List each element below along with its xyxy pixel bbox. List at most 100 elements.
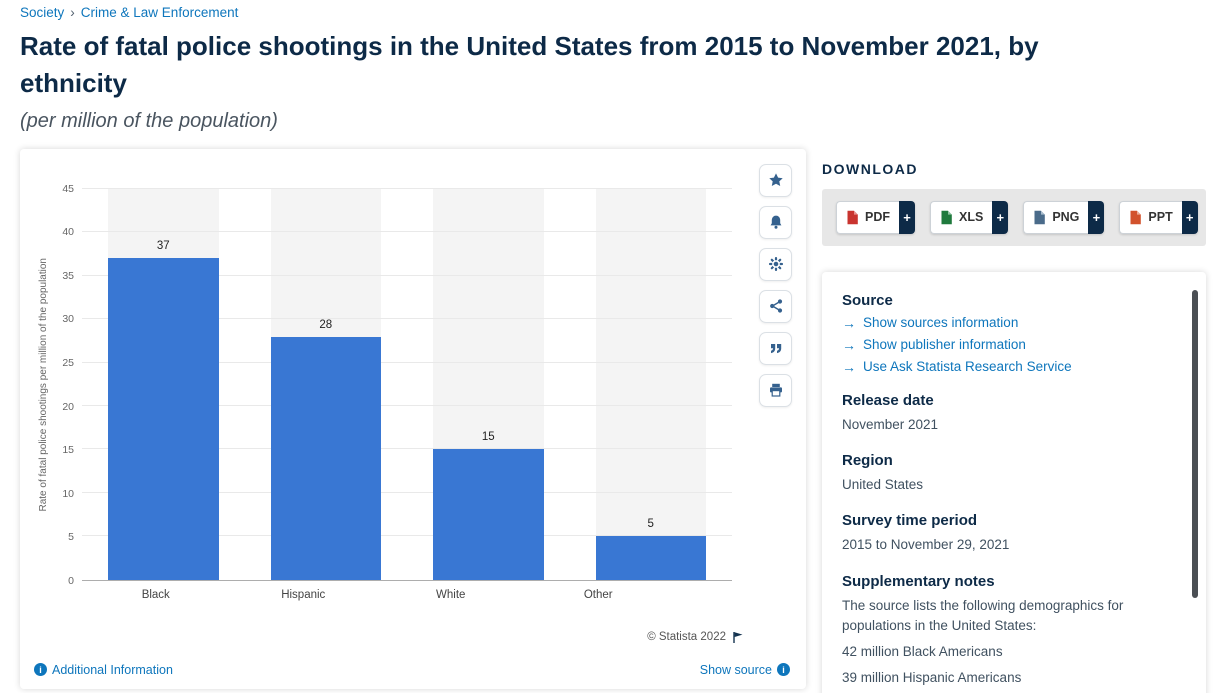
additional-information-link[interactable]: i Additional Information <box>34 663 173 677</box>
bar-column[interactable]: 28 <box>245 188 408 580</box>
copyright: © Statista 2022 <box>34 631 744 644</box>
y-tick-label: 0 <box>68 574 74 587</box>
bar-hispanic[interactable] <box>270 336 381 580</box>
download-heading: DOWNLOAD <box>822 160 918 177</box>
release-date-value: November 2021 <box>842 416 939 432</box>
bar-value-label: 5 <box>647 518 654 531</box>
y-tick-label: 40 <box>62 226 74 239</box>
chart-card: Rate of fatal police shootings per milli… <box>20 148 806 689</box>
region-heading: Region <box>842 452 893 470</box>
y-tick-label: 30 <box>62 313 74 326</box>
alert-button[interactable] <box>759 205 792 239</box>
y-axis-ticks: 0 5 10 15 20 25 30 35 40 45 <box>52 183 82 587</box>
plus-badge: + <box>1088 200 1105 234</box>
y-tick-label: 15 <box>62 444 74 457</box>
ask-statista-research-service-link[interactable]: → Use Ask Statista Research Service <box>842 358 1072 375</box>
bar-chart: Rate of fatal police shootings per milli… <box>34 183 792 601</box>
bar-column[interactable]: 5 <box>570 188 733 580</box>
release-date-heading: Release date <box>842 391 934 409</box>
supplementary-notes-heading: Supplementary notes <box>842 572 995 590</box>
y-tick-label: 35 <box>62 269 74 282</box>
gridline <box>82 535 732 537</box>
plot-area: 37 28 15 5 <box>82 187 733 581</box>
gridline <box>82 491 732 493</box>
x-tick-label: Hispanic <box>281 588 326 601</box>
gridline <box>82 448 732 450</box>
supplementary-notes-intro: The source lists the following demograph… <box>842 597 1124 633</box>
bell-icon <box>770 215 781 230</box>
gridline <box>82 274 732 276</box>
star-icon <box>768 173 783 187</box>
arrow-right-icon: → <box>842 358 856 375</box>
png-file-icon <box>1034 210 1046 225</box>
page-title: Rate of fatal police shootings in the Un… <box>20 31 1039 98</box>
x-tick-label: White <box>436 588 466 601</box>
gridline <box>82 405 732 407</box>
supplementary-note-line: 39 million Hispanic Americans <box>842 670 1022 686</box>
breadcrumb-society-link[interactable]: Society <box>20 5 65 20</box>
x-tick-label: Other <box>583 588 613 601</box>
show-source-link[interactable]: Show source i <box>700 663 790 677</box>
y-tick-label: 20 <box>62 400 74 413</box>
bar-value-label: 15 <box>481 431 495 444</box>
share-icon <box>769 299 782 313</box>
favorite-button[interactable] <box>759 163 792 197</box>
print-button[interactable] <box>759 373 792 407</box>
info-icon: i <box>34 663 47 677</box>
y-tick-label: 45 <box>62 182 74 195</box>
x-tick-label: Black <box>141 588 170 601</box>
survey-period-value: 2015 to November 29, 2021 <box>842 537 1010 553</box>
gridline <box>82 187 732 189</box>
flag-icon <box>733 631 743 643</box>
region-value: United States <box>842 477 924 493</box>
details-card: Source → Show sources information → Show… <box>822 271 1206 693</box>
quote-icon <box>770 344 781 354</box>
settings-button[interactable] <box>759 247 792 281</box>
plot-band <box>595 188 706 580</box>
download-pdf-button[interactable]: PDF + <box>836 200 915 234</box>
bar-black[interactable] <box>108 258 219 580</box>
xls-file-icon <box>941 210 952 225</box>
ppt-file-icon <box>1130 210 1142 225</box>
y-tick-label: 10 <box>62 487 74 500</box>
download-box: PDF + XLS + <box>822 188 1206 246</box>
supplementary-note-line: 42 million Black Americans <box>842 644 1003 660</box>
share-button[interactable] <box>759 289 792 323</box>
page-subtitle: (per million of the population) <box>20 109 278 132</box>
plus-badge: + <box>1181 200 1198 234</box>
download-png-button[interactable]: PNG + <box>1023 200 1105 234</box>
breadcrumb: Society › Crime & Law Enforcement <box>20 5 1206 20</box>
cite-button[interactable] <box>759 331 792 365</box>
bar-value-label: 28 <box>319 318 333 331</box>
y-tick-label: 25 <box>62 357 74 370</box>
source-heading: Source <box>842 291 893 309</box>
bar-other[interactable] <box>595 536 706 580</box>
plot-columns: 37 28 15 5 <box>82 188 733 580</box>
download-ppt-button[interactable]: PPT + <box>1119 200 1198 234</box>
gridline <box>82 361 732 363</box>
bar-column[interactable]: 15 <box>407 188 570 580</box>
gridline <box>82 231 732 233</box>
breadcrumb-separator: › <box>70 5 75 20</box>
plus-badge: + <box>899 200 915 234</box>
y-tick-label: 5 <box>68 531 74 544</box>
print-icon <box>769 384 782 397</box>
bar-column[interactable]: 37 <box>82 188 245 580</box>
plus-badge: + <box>992 200 1009 234</box>
show-sources-information-link[interactable]: → Show sources information <box>842 314 1019 331</box>
x-axis-labels: Black Hispanic White Other <box>82 581 672 601</box>
pdf-file-icon <box>847 210 858 225</box>
details-panel: DOWNLOAD PDF + <box>822 149 1206 693</box>
breadcrumb-crime-link[interactable]: Crime & Law Enforcement <box>80 5 239 20</box>
y-axis-title: Rate of fatal police shootings per milli… <box>37 258 49 512</box>
gridline <box>82 318 732 320</box>
arrow-right-icon: → <box>842 314 856 331</box>
gear-icon <box>768 257 783 272</box>
arrow-right-icon: → <box>842 336 856 353</box>
show-publisher-information-link[interactable]: → Show publisher information <box>842 336 1026 353</box>
scrollbar[interactable] <box>1192 289 1198 598</box>
bar-white[interactable] <box>433 449 544 580</box>
info-icon: i <box>777 663 790 677</box>
download-xls-button[interactable]: XLS + <box>930 200 1009 234</box>
